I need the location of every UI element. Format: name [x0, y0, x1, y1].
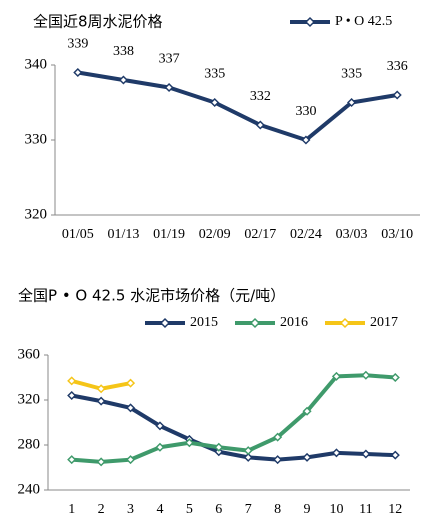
x-tick-label: 4 — [156, 502, 163, 517]
point-marker — [96, 396, 106, 406]
series-line — [71, 393, 396, 462]
y-tick-label: 320 — [25, 206, 48, 222]
y-tick-label: 340 — [25, 56, 48, 72]
chart-title: 全国近8周水泥价格 — [33, 13, 163, 31]
point-marker — [210, 97, 220, 108]
series-line — [71, 373, 396, 464]
data-label: 332 — [250, 89, 271, 104]
y-tick-label: 320 — [18, 391, 41, 407]
point-marker — [73, 67, 83, 78]
chart-title: 全国P • O 42.5 水泥市场价格（元/吨） — [18, 287, 285, 305]
point-marker — [214, 442, 224, 452]
point-marker — [347, 97, 357, 108]
point-marker — [243, 452, 253, 462]
point-marker — [155, 442, 165, 452]
data-label: 330 — [295, 104, 316, 119]
x-tick-label: 1 — [68, 502, 75, 517]
point-marker — [96, 384, 106, 394]
x-tick-label: 2 — [98, 502, 105, 517]
x-tick-label: 02/09 — [199, 227, 231, 242]
x-tick-label: 9 — [304, 502, 311, 517]
x-tick-label: 11 — [359, 502, 372, 517]
legend-marker — [249, 317, 261, 329]
data-label: 339 — [67, 37, 88, 52]
point-marker — [361, 449, 371, 459]
point-marker — [273, 432, 283, 442]
legend-label: 2016 — [280, 315, 308, 330]
point-marker — [155, 421, 165, 431]
x-tick-label: 10 — [329, 502, 343, 517]
x-tick-label: 03/10 — [381, 227, 413, 242]
point-marker — [331, 371, 342, 381]
x-tick-label: 12 — [388, 502, 402, 517]
point-marker — [302, 452, 312, 462]
data-label: 335 — [341, 67, 362, 82]
y-tick-label: 360 — [18, 346, 41, 362]
x-tick-label: 6 — [215, 502, 222, 517]
legend-marker — [304, 16, 316, 28]
point-marker — [67, 376, 77, 386]
data-label: 338 — [113, 44, 134, 59]
point-marker — [390, 372, 400, 383]
data-label: 335 — [204, 67, 225, 82]
point-marker — [184, 438, 194, 448]
point-marker — [301, 135, 311, 145]
legend-label: P • O 42.5 — [335, 14, 392, 29]
point-marker — [255, 120, 265, 130]
y-tick-label: 280 — [18, 436, 41, 452]
point-marker — [164, 82, 174, 93]
point-marker — [302, 406, 312, 416]
x-tick-label: 02/17 — [244, 227, 276, 242]
x-tick-label: 3 — [127, 502, 134, 517]
point-marker — [361, 370, 371, 380]
x-tick-label: 01/05 — [62, 227, 94, 242]
x-tick-label: 5 — [186, 502, 193, 517]
x-tick-label: 7 — [245, 502, 252, 517]
point-marker — [125, 455, 136, 465]
series-line — [77, 70, 398, 142]
x-tick-label: 01/13 — [107, 227, 139, 242]
data-label: 336 — [387, 59, 408, 74]
y-tick-label: 240 — [18, 481, 41, 497]
point-marker — [243, 446, 253, 456]
point-marker — [390, 450, 400, 460]
x-tick-label: 8 — [274, 502, 281, 517]
point-marker — [392, 90, 402, 100]
point-marker — [125, 403, 136, 413]
legend-label: 2017 — [370, 315, 398, 330]
data-label: 337 — [159, 52, 180, 67]
legend-label: 2015 — [190, 315, 218, 330]
point-marker — [125, 378, 136, 388]
y-tick-label: 330 — [25, 131, 48, 147]
legend-marker — [339, 317, 351, 329]
point-marker — [67, 455, 77, 465]
point-marker — [67, 390, 77, 401]
point-marker — [118, 75, 128, 85]
x-tick-label: 02/24 — [290, 227, 322, 242]
point-marker — [331, 448, 342, 458]
x-tick-label: 03/03 — [336, 227, 368, 242]
x-tick-label: 01/19 — [153, 227, 185, 242]
legend-marker — [159, 317, 171, 329]
point-marker — [96, 457, 106, 467]
point-marker — [273, 455, 283, 465]
